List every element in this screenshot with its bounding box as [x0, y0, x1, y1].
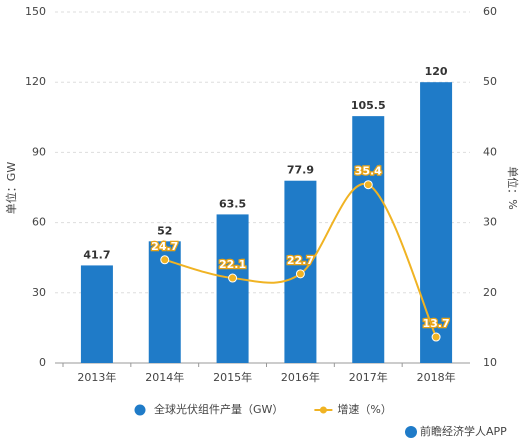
- y-tick-label: 60: [32, 216, 46, 229]
- line-value-label: 22.1: [219, 258, 246, 271]
- bar-value-label: 41.7: [83, 248, 110, 261]
- y-tick-label: 120: [25, 75, 46, 88]
- bar-value-label: 105.5: [351, 99, 386, 112]
- line-value-label: 24.7: [151, 240, 178, 253]
- bar-value-label: 52: [157, 224, 172, 237]
- y2-tick-label: 60: [483, 5, 497, 18]
- bar-value-label: 77.9: [287, 164, 314, 177]
- y2-tick-label: 40: [483, 145, 497, 158]
- y-tick-label: 150: [25, 5, 46, 18]
- bar-value-label: 120: [425, 65, 448, 78]
- y2-tick-label: 30: [483, 216, 497, 229]
- bar: [420, 82, 453, 363]
- x-tick-label: 2014年: [145, 370, 184, 384]
- legend-label: 全球光伏组件产量（GW）: [154, 402, 283, 416]
- legend-swatch: [319, 406, 327, 414]
- x-tick-label: 2015年: [213, 370, 252, 384]
- y2-tick-label: 20: [483, 286, 497, 299]
- bar: [352, 116, 385, 363]
- x-tick-label: 2018年: [417, 370, 456, 384]
- legend-swatch: [134, 404, 146, 416]
- bar: [216, 214, 249, 363]
- footer-text: 前瞻经济学人APP: [420, 424, 507, 438]
- y-tick-label: 30: [32, 286, 46, 299]
- x-tick-label: 2013年: [77, 370, 116, 384]
- line-point: [160, 255, 170, 265]
- line-point: [295, 269, 305, 279]
- line: [164, 182, 437, 338]
- y-tick-label: 90: [32, 145, 46, 158]
- line-value-label: 22.7: [287, 254, 314, 267]
- y2-tick-label: 10: [483, 356, 497, 369]
- y2-tick-label: 50: [483, 75, 497, 88]
- line-point: [363, 180, 373, 190]
- x-tick-label: 2017年: [349, 370, 388, 384]
- x-tick-label: 2016年: [281, 370, 320, 384]
- line-value-label: 35.4: [355, 165, 382, 178]
- bar: [80, 265, 113, 363]
- line-value-label: 13.7: [423, 317, 450, 330]
- y-axis-label: 单位：GW: [4, 162, 18, 215]
- footer-icon: [405, 426, 417, 438]
- line-point: [228, 273, 238, 283]
- y2-axis-label: 单位：%: [506, 166, 520, 209]
- footer: 前瞻经济学人APP: [405, 424, 507, 438]
- legend-label: 增速（%）: [337, 402, 391, 416]
- bar-value-label: 63.5: [219, 197, 246, 210]
- y-tick-label: 0: [39, 356, 46, 369]
- line-point: [431, 332, 441, 342]
